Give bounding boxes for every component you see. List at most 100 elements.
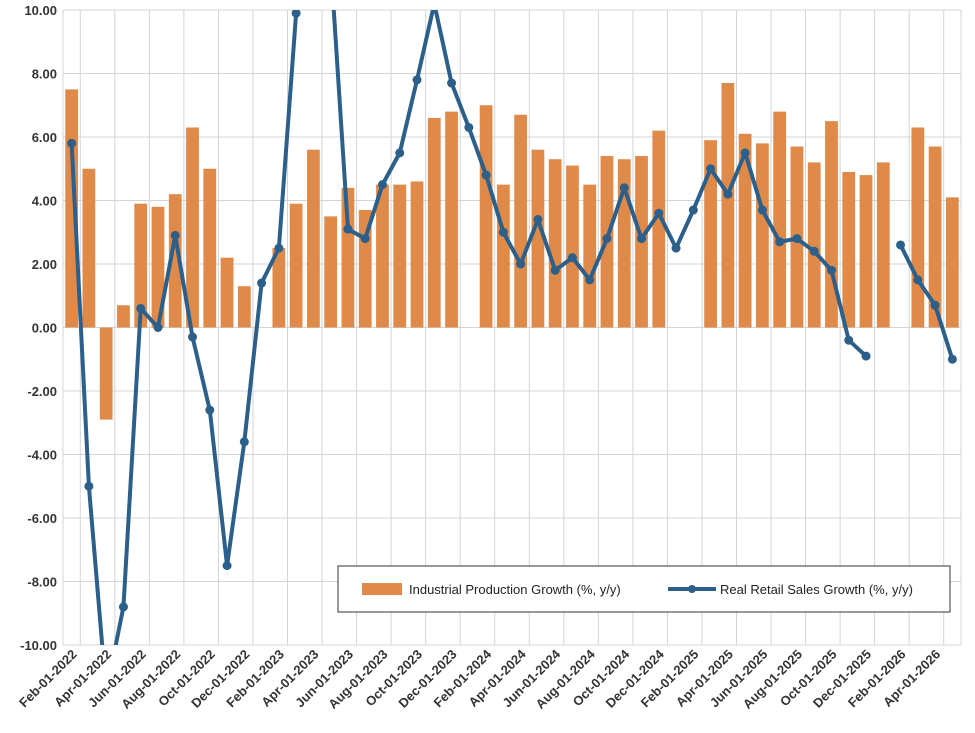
line-point bbox=[67, 138, 77, 148]
legend-label-industrial-production: Industrial Production Growth (%, y/y) bbox=[409, 582, 621, 597]
bar bbox=[393, 184, 407, 328]
legend-box bbox=[337, 565, 951, 613]
bar bbox=[652, 130, 666, 328]
bar bbox=[911, 127, 925, 328]
bar bbox=[220, 257, 234, 328]
bar bbox=[82, 168, 96, 328]
line-point bbox=[170, 230, 180, 240]
bar bbox=[842, 171, 856, 328]
line-point bbox=[136, 303, 146, 313]
y-tick-label: -6.00 bbox=[27, 511, 57, 526]
bar bbox=[203, 168, 217, 328]
y-axis: -10.00 -8.00 -6.00 -4.00 -2.00 0.00 2.00 4.00 6.… bbox=[20, 3, 57, 653]
line-point bbox=[930, 300, 940, 310]
bar bbox=[117, 305, 130, 328]
line-point bbox=[343, 224, 353, 234]
bar bbox=[479, 105, 493, 328]
bar bbox=[65, 89, 79, 328]
line-point bbox=[412, 75, 422, 85]
legend-label-real-retail-sales: Real Retail Sales Growth (%, y/y) bbox=[720, 582, 913, 597]
line-point bbox=[481, 170, 491, 180]
line-point bbox=[723, 189, 733, 199]
legend: Industrial Production Growth (%, y/y) Re… bbox=[337, 565, 951, 613]
line-point bbox=[395, 148, 405, 158]
line-point bbox=[844, 335, 854, 345]
bar bbox=[186, 127, 199, 328]
line-point bbox=[550, 265, 560, 275]
y-tick-label: 4.00 bbox=[32, 194, 57, 209]
line-point bbox=[706, 164, 716, 174]
legend-swatch-marker bbox=[688, 585, 696, 593]
bar bbox=[307, 149, 320, 328]
bar bbox=[168, 194, 182, 328]
line-point bbox=[740, 148, 750, 158]
line-point bbox=[602, 234, 612, 244]
legend-swatch-bar bbox=[362, 583, 402, 595]
line-point bbox=[896, 240, 906, 250]
line-point bbox=[257, 278, 267, 288]
bar bbox=[721, 83, 735, 328]
bar bbox=[807, 162, 821, 328]
line-point bbox=[222, 561, 232, 571]
bar bbox=[134, 203, 148, 328]
y-tick-label: -2.00 bbox=[27, 384, 57, 399]
y-tick-label: -10.00 bbox=[20, 638, 57, 653]
line-point bbox=[861, 351, 871, 361]
bar bbox=[99, 327, 113, 420]
line-point bbox=[826, 265, 836, 275]
line-point bbox=[84, 481, 94, 491]
bar bbox=[876, 162, 890, 328]
line-point bbox=[274, 243, 284, 253]
series-line bbox=[898, 242, 955, 362]
line-point bbox=[757, 205, 767, 215]
line-point bbox=[516, 259, 526, 269]
line-point bbox=[654, 208, 664, 218]
line-point bbox=[430, 0, 439, 8]
bar bbox=[704, 140, 717, 328]
bar bbox=[514, 114, 528, 328]
bar bbox=[531, 149, 545, 328]
bar bbox=[496, 184, 510, 328]
bar bbox=[773, 111, 787, 328]
line-point bbox=[585, 275, 595, 285]
bar bbox=[548, 159, 562, 328]
line-point bbox=[671, 243, 681, 253]
line-point bbox=[118, 602, 128, 612]
y-tick-label: 2.00 bbox=[32, 257, 57, 272]
line-point bbox=[637, 234, 647, 244]
line-point bbox=[205, 405, 215, 415]
line-point bbox=[913, 275, 923, 285]
y-tick-label: -4.00 bbox=[27, 448, 57, 463]
y-tick-label: 8.00 bbox=[32, 67, 57, 82]
bar bbox=[566, 165, 579, 328]
x-axis: Feb-01-2022Apr-01-2022Jun-01-2022Aug-01-… bbox=[16, 646, 943, 712]
y-tick-label: 0.00 bbox=[32, 321, 57, 336]
bar bbox=[427, 117, 441, 328]
line-point bbox=[533, 215, 543, 225]
y-tick-label: -8.00 bbox=[27, 575, 57, 590]
bar bbox=[376, 184, 389, 328]
line-point bbox=[239, 437, 249, 447]
y-tick-label: 10.00 bbox=[24, 3, 57, 18]
bar bbox=[324, 216, 338, 328]
bar bbox=[945, 197, 959, 328]
line-series bbox=[67, 0, 957, 645]
line-point bbox=[464, 122, 474, 132]
bar bbox=[289, 203, 303, 328]
y-tick-label: 6.00 bbox=[32, 130, 57, 145]
bar bbox=[756, 143, 769, 328]
line-point bbox=[792, 234, 802, 244]
bar bbox=[341, 187, 355, 328]
bar bbox=[445, 111, 458, 328]
line-point bbox=[188, 332, 198, 342]
bar bbox=[272, 248, 286, 328]
bar bbox=[410, 181, 424, 328]
line-point bbox=[809, 246, 819, 256]
line-point bbox=[775, 237, 785, 247]
line-point bbox=[291, 10, 301, 18]
line-point bbox=[498, 227, 508, 237]
line-point bbox=[447, 78, 457, 88]
line-point bbox=[947, 354, 957, 364]
bar bbox=[738, 133, 752, 328]
